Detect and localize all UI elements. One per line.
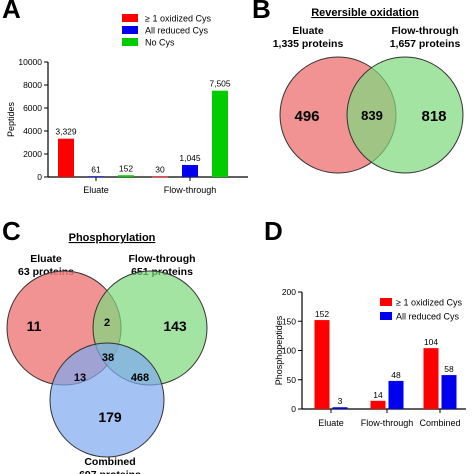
panel-a-bar [182, 164, 198, 177]
panel-c-set-name: Flow-through [128, 253, 195, 265]
panel-d-x-tick-label: Flow-through [361, 418, 414, 428]
panel-d-bar-label: 58 [444, 364, 454, 374]
panel-a-x-tick-label: Eluate [83, 185, 109, 195]
panel-a-bar [88, 176, 104, 178]
panel-a-bar-label: 61 [91, 164, 101, 174]
panel-c-region-label: 38 [102, 352, 114, 364]
panel-b-circle-flowthrough [346, 56, 464, 174]
panel-c-region-label: 179 [98, 409, 122, 425]
panel-d-bar [441, 375, 457, 409]
panel-a-legend-label: All reduced Cys [145, 26, 209, 36]
panel-c-set-name: Eluate [30, 253, 62, 265]
panel-d-bar-label: 104 [424, 337, 438, 347]
panel-d-y-tick-label: 100 [282, 346, 296, 356]
panel-d-y-tick-label: 150 [282, 316, 296, 326]
panel-a-x-tick-label: Flow-through [164, 185, 217, 195]
panel-c-set-size: 697 proteins [79, 469, 141, 474]
panel-a-y-tick-label: 8000 [23, 80, 42, 90]
panel-d-bar-label: 48 [391, 370, 401, 380]
panel-c-circle-combined [49, 342, 165, 458]
panel-d-bar-label: 152 [315, 309, 329, 319]
panel-a-bar-label: 30 [155, 165, 165, 175]
panel-b-set-name: Flow-through [391, 25, 458, 37]
panel-b-letter: B [252, 0, 271, 24]
panel-d-bar [423, 348, 439, 409]
panel-d-bar [314, 320, 330, 409]
panel-b-set-name: Eluate [292, 25, 324, 37]
panel-a-bar-label: 7,505 [209, 79, 231, 89]
panel-c-region-label: 13 [74, 372, 86, 384]
panel-c-region-label: 11 [27, 318, 42, 334]
panel-a-y-tick-label: 0 [37, 172, 42, 182]
panel-d-x-tick-label: Eluate [318, 418, 344, 428]
panel-a-legend-swatch [122, 14, 138, 22]
panel-a-bar [58, 138, 74, 177]
panel-d-legend-label: ≥ 1 oxidized Cys [396, 298, 462, 308]
panel-a-bar-label: 3,329 [55, 127, 77, 137]
panel-b-set-size: 1,657 proteins [390, 38, 461, 50]
panel-d-legend-swatch [380, 312, 392, 320]
panel-d-y-tick-label: 200 [282, 287, 296, 297]
panel-d-bar-label: 3 [338, 396, 343, 406]
panel-b-title: Reversible oxidation [311, 7, 419, 19]
panel-d-legend-swatch [380, 298, 392, 306]
panel-a-y-tick-label: 4000 [23, 126, 42, 136]
panel-d-bar [370, 400, 386, 409]
panel-d-y-axis-label: Phosphopeptides [274, 315, 284, 385]
panel-c-region-label: 2 [104, 317, 110, 329]
panel-d-bar-label: 14 [373, 390, 383, 400]
panel-a-legend-swatch [122, 26, 138, 34]
panel-a-y-axis-label: Peptides [6, 101, 16, 137]
panel-c-letter: C [2, 216, 21, 246]
panel-a-y-tick-label: 10000 [18, 57, 42, 67]
panel-d-bar [388, 380, 404, 409]
panel-a-legend-label: ≥ 1 oxidized Cys [145, 14, 211, 24]
panel-b-region-label: 496 [294, 108, 319, 125]
panel-d-legend-label: All reduced Cys [396, 312, 460, 322]
panel-a-legend-label: No Cys [145, 38, 175, 48]
panel-a-legend-swatch [122, 38, 138, 46]
panel-c-title: Phosphorylation [69, 232, 156, 244]
panel-a-y-tick-label: 2000 [23, 149, 42, 159]
panel-d-bar [332, 407, 348, 409]
panel-c-region-label: 143 [163, 318, 187, 334]
panel-c-set-name: Combined [84, 456, 135, 468]
panel-c-region-label: 468 [131, 372, 149, 384]
panel-b-region-label: 839 [361, 108, 383, 123]
panel-d-x-tick-label: Combined [419, 418, 460, 428]
panel-d-y-tick-label: 50 [287, 375, 297, 385]
panel-a-bar [212, 90, 228, 177]
panel-a-letter: A [2, 0, 21, 24]
panel-b-region-label: 818 [421, 108, 446, 125]
panel-d-y-tick-label: 0 [291, 404, 296, 414]
panel-d-letter: D [264, 216, 283, 246]
panel-a-y-tick-label: 6000 [23, 103, 42, 113]
panel-a-bar-label: 1,045 [179, 153, 201, 163]
panel-b-set-size: 1,335 proteins [273, 38, 344, 50]
panel-a-bar [152, 176, 168, 178]
panel-a-bar-label: 152 [119, 163, 133, 173]
panel-a-bar [118, 175, 134, 177]
